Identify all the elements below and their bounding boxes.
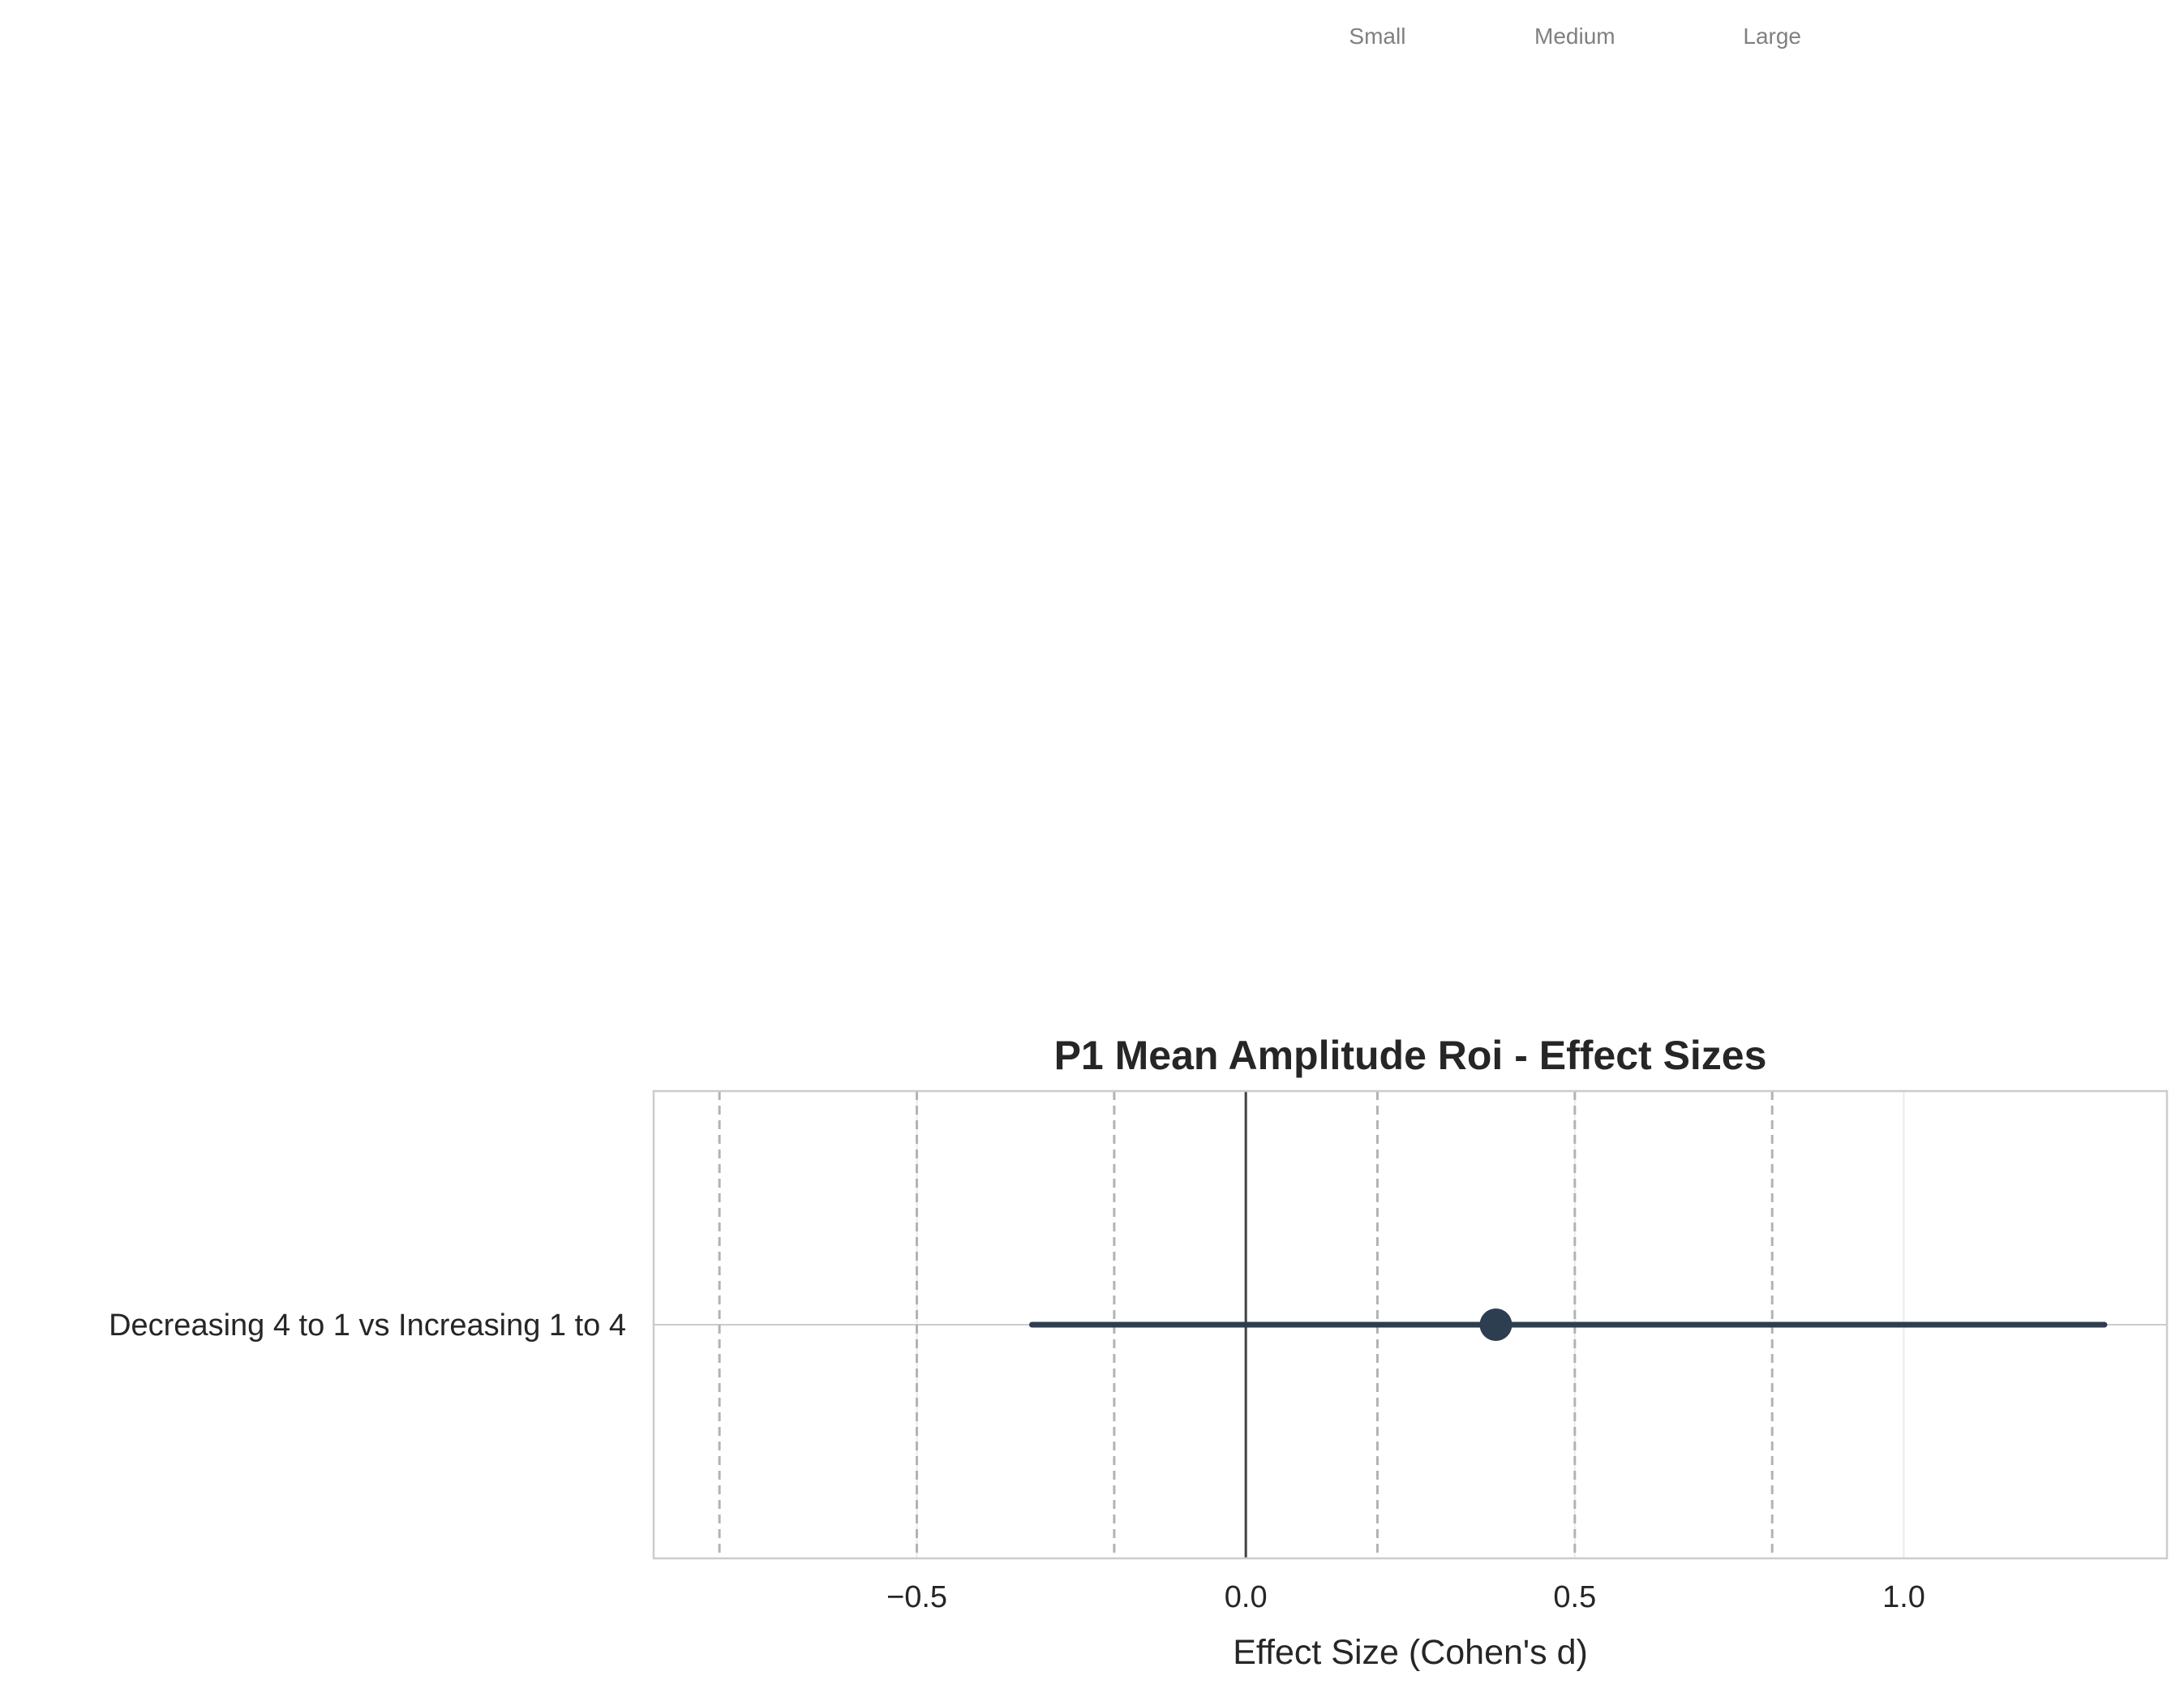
y-tick-labels: Decreasing 4 to 1 vs Increasing 1 to 4 xyxy=(109,1308,626,1343)
data-layer xyxy=(1029,1308,2108,1341)
effect-size-label: Large xyxy=(1743,24,1801,49)
x-tick-label: 1.0 xyxy=(1882,1580,1925,1614)
y-tick-label: Decreasing 4 to 1 vs Increasing 1 to 4 xyxy=(109,1308,626,1343)
x-axis-label: Effect Size (Cohen's d) xyxy=(1233,1633,1588,1672)
effect-size-annotations: Small Medium Large xyxy=(1349,24,1801,49)
x-tick-labels: −0.5 0.0 0.5 1.0 xyxy=(886,1580,1925,1614)
point-estimate xyxy=(1479,1308,1512,1341)
effect-size-label: Medium xyxy=(1534,24,1615,49)
x-tick-label: 0.5 xyxy=(1553,1580,1596,1614)
chart-title: P1 Mean Amplitude Roi - Effect Sizes xyxy=(1054,1033,1767,1078)
x-tick-label: −0.5 xyxy=(886,1580,947,1614)
plot-frame xyxy=(652,1089,2169,1560)
x-tick-label: 0.0 xyxy=(1225,1580,1268,1614)
effect-size-label: Small xyxy=(1349,24,1405,49)
